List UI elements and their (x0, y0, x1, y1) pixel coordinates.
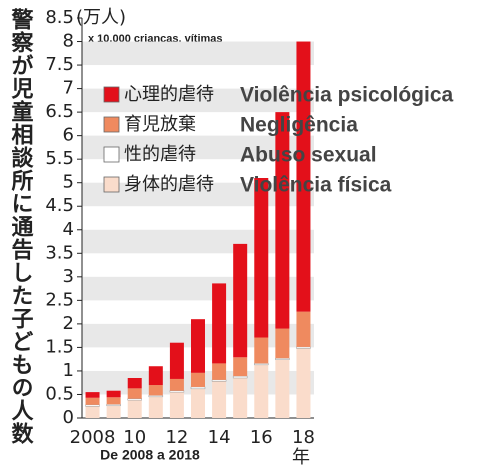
bar-segment (169, 392, 184, 418)
bar-segment (85, 392, 100, 398)
bar-segment (127, 398, 142, 401)
legend-swatch (103, 146, 120, 163)
legend-swatch (103, 176, 120, 193)
legend-translation: Negligência (240, 114, 358, 137)
bar-segment (254, 363, 269, 366)
bar-segment (296, 311, 311, 347)
grid-band (82, 135, 314, 160)
y-tick-label: 6 (63, 125, 74, 146)
x-tick-label: 16 (250, 427, 273, 448)
legend-swatch (103, 116, 120, 133)
x-unit: 年 (292, 447, 310, 468)
bar-segment (296, 41, 311, 312)
bar-segment (169, 378, 184, 391)
bar-segment (275, 112, 290, 329)
chart-title: 警察が児童相談所に通告した子どもの人数 (8, 8, 35, 445)
bar-segment (148, 366, 163, 386)
x-tick-label: 12 (165, 427, 188, 448)
bar-segment (127, 388, 142, 399)
bar-segment (296, 346, 311, 349)
bar-segment (254, 337, 269, 364)
legend-translation: Violência psicológica (240, 84, 454, 107)
bar-segment (211, 379, 227, 382)
x-tick-label: 10 (123, 427, 146, 448)
bar-segment (191, 319, 205, 373)
y-tick-label: 2.5 (45, 289, 74, 310)
bar-segment (106, 405, 121, 418)
bar-segment (233, 378, 248, 418)
bar-segment (275, 328, 290, 359)
legend-label: 育児放棄 (124, 114, 196, 135)
legend-translation: Abuso sexual (240, 144, 377, 167)
bar-segment (232, 375, 248, 379)
bar-segment (212, 381, 227, 418)
y-tick-label: 3 (63, 266, 74, 287)
y-unit: (万人) (76, 7, 126, 28)
y-tick-label: 5 (63, 172, 74, 193)
bar-segment (275, 357, 290, 360)
y-tick-label: 0.5 (45, 383, 74, 404)
y-tick-label: 3.5 (45, 242, 74, 263)
bar-segment (212, 363, 227, 380)
x-tick-label: 2008 (70, 427, 116, 448)
bar-segment (233, 243, 248, 358)
y-tick-label: 8.5 (45, 7, 74, 28)
grid-band (82, 88, 314, 113)
bar-segment (85, 406, 100, 418)
grid-band (82, 41, 314, 66)
y-tick-label: 5.5 (45, 148, 74, 169)
bar-segment (212, 283, 227, 364)
bar-segment (106, 397, 121, 405)
bar-segment (127, 378, 142, 389)
legend-translation: Violência física (240, 174, 392, 197)
bar-segment (106, 390, 121, 398)
bar-segment (190, 386, 206, 390)
bar-segment (148, 396, 163, 418)
y-tick-label: 6.5 (45, 101, 74, 122)
y-tick-label: 7 (63, 78, 74, 99)
bar-segment (275, 359, 290, 418)
y-tick-label: 4 (63, 219, 74, 240)
bar-segment (296, 348, 311, 418)
grid-layer (82, 41, 314, 395)
y-tick-label: 7.5 (45, 54, 74, 75)
bar-segment (85, 404, 100, 407)
bar-segment (127, 400, 142, 418)
legend-label: 身体的虐待 (124, 174, 214, 195)
bar-segment (169, 390, 185, 393)
y-tick-label: 2 (63, 313, 74, 334)
bar-segment (148, 385, 163, 396)
bar-segment (254, 364, 269, 418)
bar-segment (191, 388, 205, 418)
y-tick-label: 8 (63, 31, 74, 52)
x-tick-label: 18 (292, 427, 315, 448)
bar-segment (233, 357, 248, 377)
legend-swatch (103, 86, 120, 103)
legend-label: 心理的虐待 (124, 84, 214, 105)
bar-segment (148, 395, 164, 398)
bar-segment (106, 404, 121, 407)
caption: De 2008 a 2018 (100, 447, 200, 463)
y-tick-label: 4.5 (45, 195, 74, 216)
y-tick-label: 1 (63, 360, 74, 381)
legend-label: 性的虐待 (124, 144, 196, 165)
y-tick-label: 1.5 (45, 336, 74, 357)
bar-segment (169, 342, 184, 379)
bar-segment (85, 397, 100, 405)
y-tick-label: 0 (63, 407, 74, 428)
bar-segment (254, 178, 269, 338)
x-tick-label: 14 (208, 427, 231, 448)
bar-segment (191, 372, 205, 387)
